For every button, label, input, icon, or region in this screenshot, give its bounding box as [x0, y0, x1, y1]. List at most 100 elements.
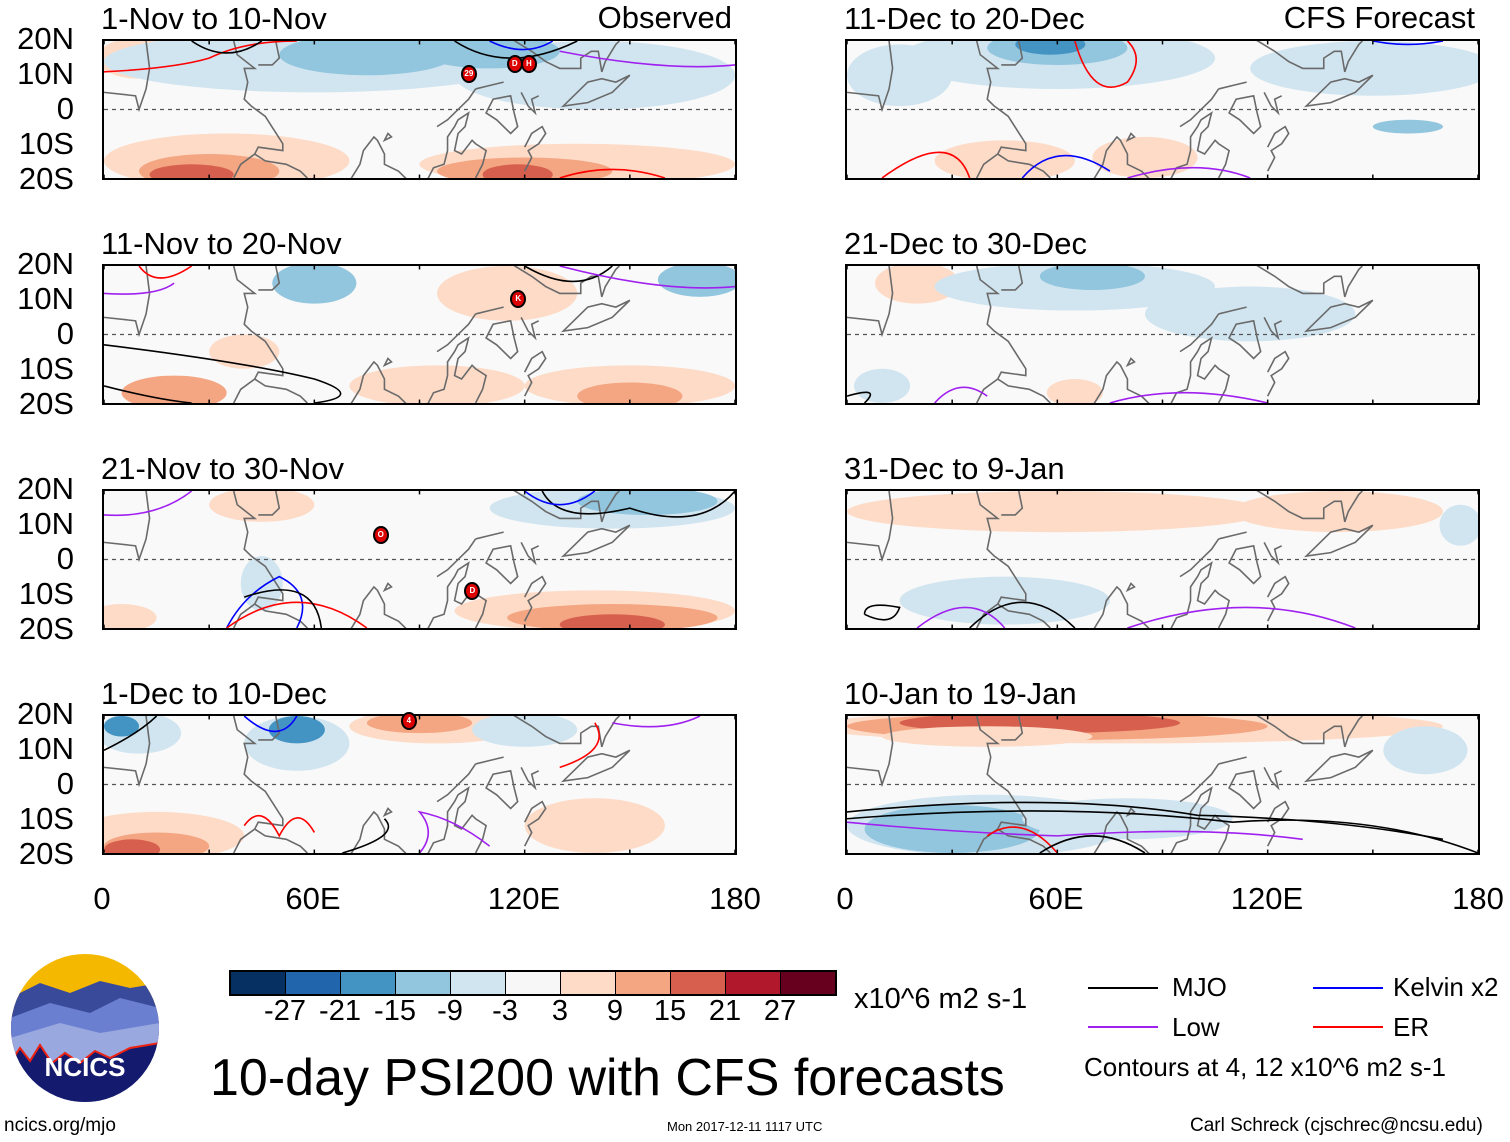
coastline — [847, 489, 1373, 630]
lon-label: 180 — [1452, 881, 1504, 916]
cyclone-label: D — [469, 586, 476, 596]
shading-region — [279, 41, 455, 76]
colorbar-swatch — [396, 972, 451, 994]
contour-line — [1127, 607, 1355, 628]
contour-line — [104, 386, 192, 403]
logo-text: NCICS — [45, 1052, 126, 1082]
shading-region — [934, 140, 1075, 178]
lon-label: 120E — [487, 881, 561, 916]
lat-label: 0 — [56, 316, 74, 351]
shading-region — [1439, 504, 1478, 546]
colorbar-swatch — [451, 972, 506, 994]
lon-label: 120E — [1230, 881, 1304, 916]
column-header-forecast: CFS Forecast — [1283, 0, 1475, 35]
contour-line — [612, 716, 700, 727]
contour-line — [104, 283, 174, 294]
shading-region — [1015, 41, 1086, 55]
colorbar-swatch — [231, 972, 286, 994]
panel-title: 11-Nov to 20-Nov — [101, 226, 342, 261]
colorbar-label: -27 — [264, 995, 306, 1027]
lat-label: 20N — [17, 471, 74, 506]
contour-line — [104, 491, 192, 515]
shading-region — [209, 491, 315, 522]
map-panel — [845, 714, 1480, 855]
contour-line — [490, 41, 553, 50]
lat-label: 20S — [18, 386, 74, 421]
lat-label: 10S — [18, 801, 74, 836]
shading-region — [1039, 266, 1145, 290]
legend-line-mjo — [1088, 987, 1158, 989]
colorbar-units: x10^6 m2 s-1 — [854, 983, 1028, 1015]
contour-line — [139, 266, 192, 278]
colorbar — [229, 970, 837, 996]
lon-label: 0 — [93, 881, 111, 916]
shading-region — [577, 382, 683, 403]
contour-line — [970, 602, 1075, 628]
panel-title: 21-Dec to 30-Dec — [844, 226, 1087, 261]
contour-line — [1075, 41, 1136, 87]
colorbar-swatch — [561, 972, 616, 994]
contour-line — [847, 822, 1303, 839]
map-panel — [845, 39, 1480, 180]
map-panel — [102, 39, 737, 180]
map-panel — [102, 714, 737, 855]
contour-line — [104, 41, 297, 72]
contour-line — [192, 41, 262, 53]
contour-line — [847, 811, 1478, 853]
shading-region — [482, 164, 553, 178]
colorbar-label: -21 — [319, 995, 361, 1027]
contour-line — [342, 819, 388, 853]
contour-line — [1127, 168, 1250, 178]
cyclone-marker: D — [464, 582, 481, 601]
contour-line — [847, 802, 1443, 839]
shading-region — [875, 266, 960, 304]
colorbar-label: -9 — [437, 995, 463, 1027]
map-panel — [102, 264, 737, 405]
panel-title: 11-Dec to 20-Dec — [844, 1, 1085, 36]
lon-label: 180 — [709, 881, 761, 916]
shading-region — [854, 368, 911, 403]
shading-region — [559, 614, 665, 628]
lat-label: 10N — [17, 281, 74, 316]
contour-line — [987, 827, 1057, 853]
legend-label-low: Low — [1172, 1012, 1220, 1042]
shading-region — [1232, 491, 1443, 533]
cyclone-label: O — [377, 529, 384, 539]
contour-line — [865, 605, 900, 620]
ncics-logo: NCICS — [11, 954, 159, 1102]
lat-label: 10N — [17, 731, 74, 766]
contour-line — [420, 812, 490, 853]
shading-region — [847, 491, 1268, 533]
shading-region — [268, 716, 325, 744]
footer-url[interactable]: ncics.org/mjo — [4, 1115, 116, 1136]
lon-label: 60E — [285, 881, 341, 916]
lat-label: 10N — [17, 56, 74, 91]
shading-region — [882, 726, 1093, 747]
lon-label: 60E — [1028, 881, 1084, 916]
colorbar-label: -15 — [374, 995, 416, 1027]
contour-line — [542, 491, 735, 517]
contour-line — [935, 387, 988, 403]
lat-label: 10S — [18, 126, 74, 161]
contour-line — [244, 816, 314, 836]
lat-label: 0 — [56, 541, 74, 576]
footer-timestamp: Mon 2017-12-11 1117 UTC — [667, 1119, 823, 1134]
figure-title: 10-day PSI200 with CFS forecasts — [210, 1049, 1005, 1107]
column-header-observed: Observed — [597, 0, 732, 35]
contour-line — [560, 266, 735, 288]
cyclone-marker: 4 — [400, 712, 417, 731]
coastline — [104, 714, 630, 855]
colorbar-swatch — [341, 972, 396, 994]
shading-region — [1092, 136, 1198, 178]
shading-region — [1250, 41, 1478, 96]
contour-line — [227, 602, 367, 628]
cyclone-marker: O — [372, 525, 389, 544]
colorbar-swatch — [616, 972, 671, 994]
shading-region — [104, 604, 157, 628]
contour-line — [104, 716, 157, 750]
shading-region — [209, 334, 280, 369]
colorbar-labels: -27 -21 -15 -9 -3 3 9 15 21 27 — [229, 995, 839, 1031]
lat-label: 10N — [17, 506, 74, 541]
panel-title: 31-Dec to 9-Jan — [844, 451, 1065, 486]
colorbar-label: 9 — [606, 995, 624, 1027]
